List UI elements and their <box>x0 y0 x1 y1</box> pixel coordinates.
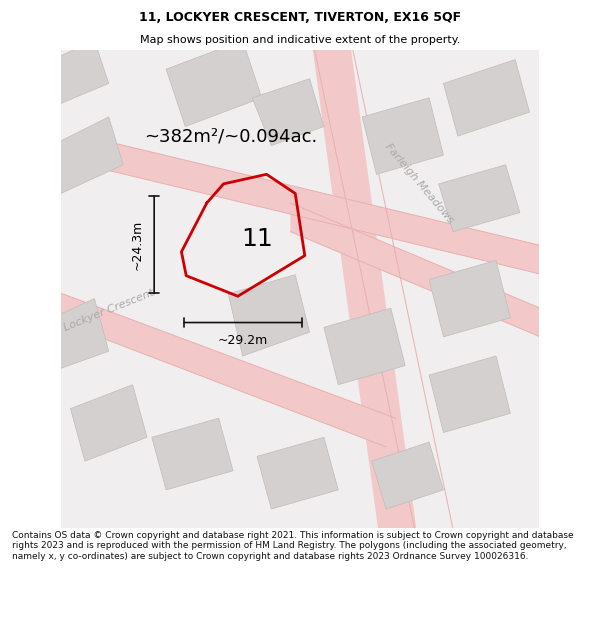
Polygon shape <box>152 418 233 490</box>
Polygon shape <box>443 59 530 136</box>
Polygon shape <box>42 41 109 107</box>
Polygon shape <box>70 384 147 461</box>
Text: Map shows position and indicative extent of the property.: Map shows position and indicative extent… <box>140 35 460 45</box>
Text: 11, LOCKYER CRESCENT, TIVERTON, EX16 5QF: 11, LOCKYER CRESCENT, TIVERTON, EX16 5QF <box>139 11 461 24</box>
Polygon shape <box>52 117 123 194</box>
Polygon shape <box>290 203 563 346</box>
Polygon shape <box>324 308 405 384</box>
Text: Contains OS data © Crown copyright and database right 2021. This information is : Contains OS data © Crown copyright and d… <box>12 531 574 561</box>
Text: Farleigh Meadows: Farleigh Meadows <box>383 142 456 226</box>
Polygon shape <box>372 442 443 509</box>
Polygon shape <box>429 356 511 432</box>
Polygon shape <box>42 299 109 375</box>
Polygon shape <box>362 98 443 174</box>
Polygon shape <box>429 261 511 337</box>
Polygon shape <box>37 284 395 447</box>
Polygon shape <box>228 275 310 356</box>
Text: ~24.3m: ~24.3m <box>131 220 143 270</box>
Text: ~29.2m: ~29.2m <box>218 334 268 348</box>
Polygon shape <box>257 438 338 509</box>
Polygon shape <box>166 41 262 126</box>
Polygon shape <box>252 79 324 146</box>
Polygon shape <box>310 26 419 552</box>
Text: Lockyer Crescent: Lockyer Crescent <box>62 288 155 333</box>
Text: ~382m²/~0.094ac.: ~382m²/~0.094ac. <box>145 127 318 146</box>
Polygon shape <box>439 165 520 232</box>
Text: 11: 11 <box>241 227 273 251</box>
Polygon shape <box>85 136 563 279</box>
